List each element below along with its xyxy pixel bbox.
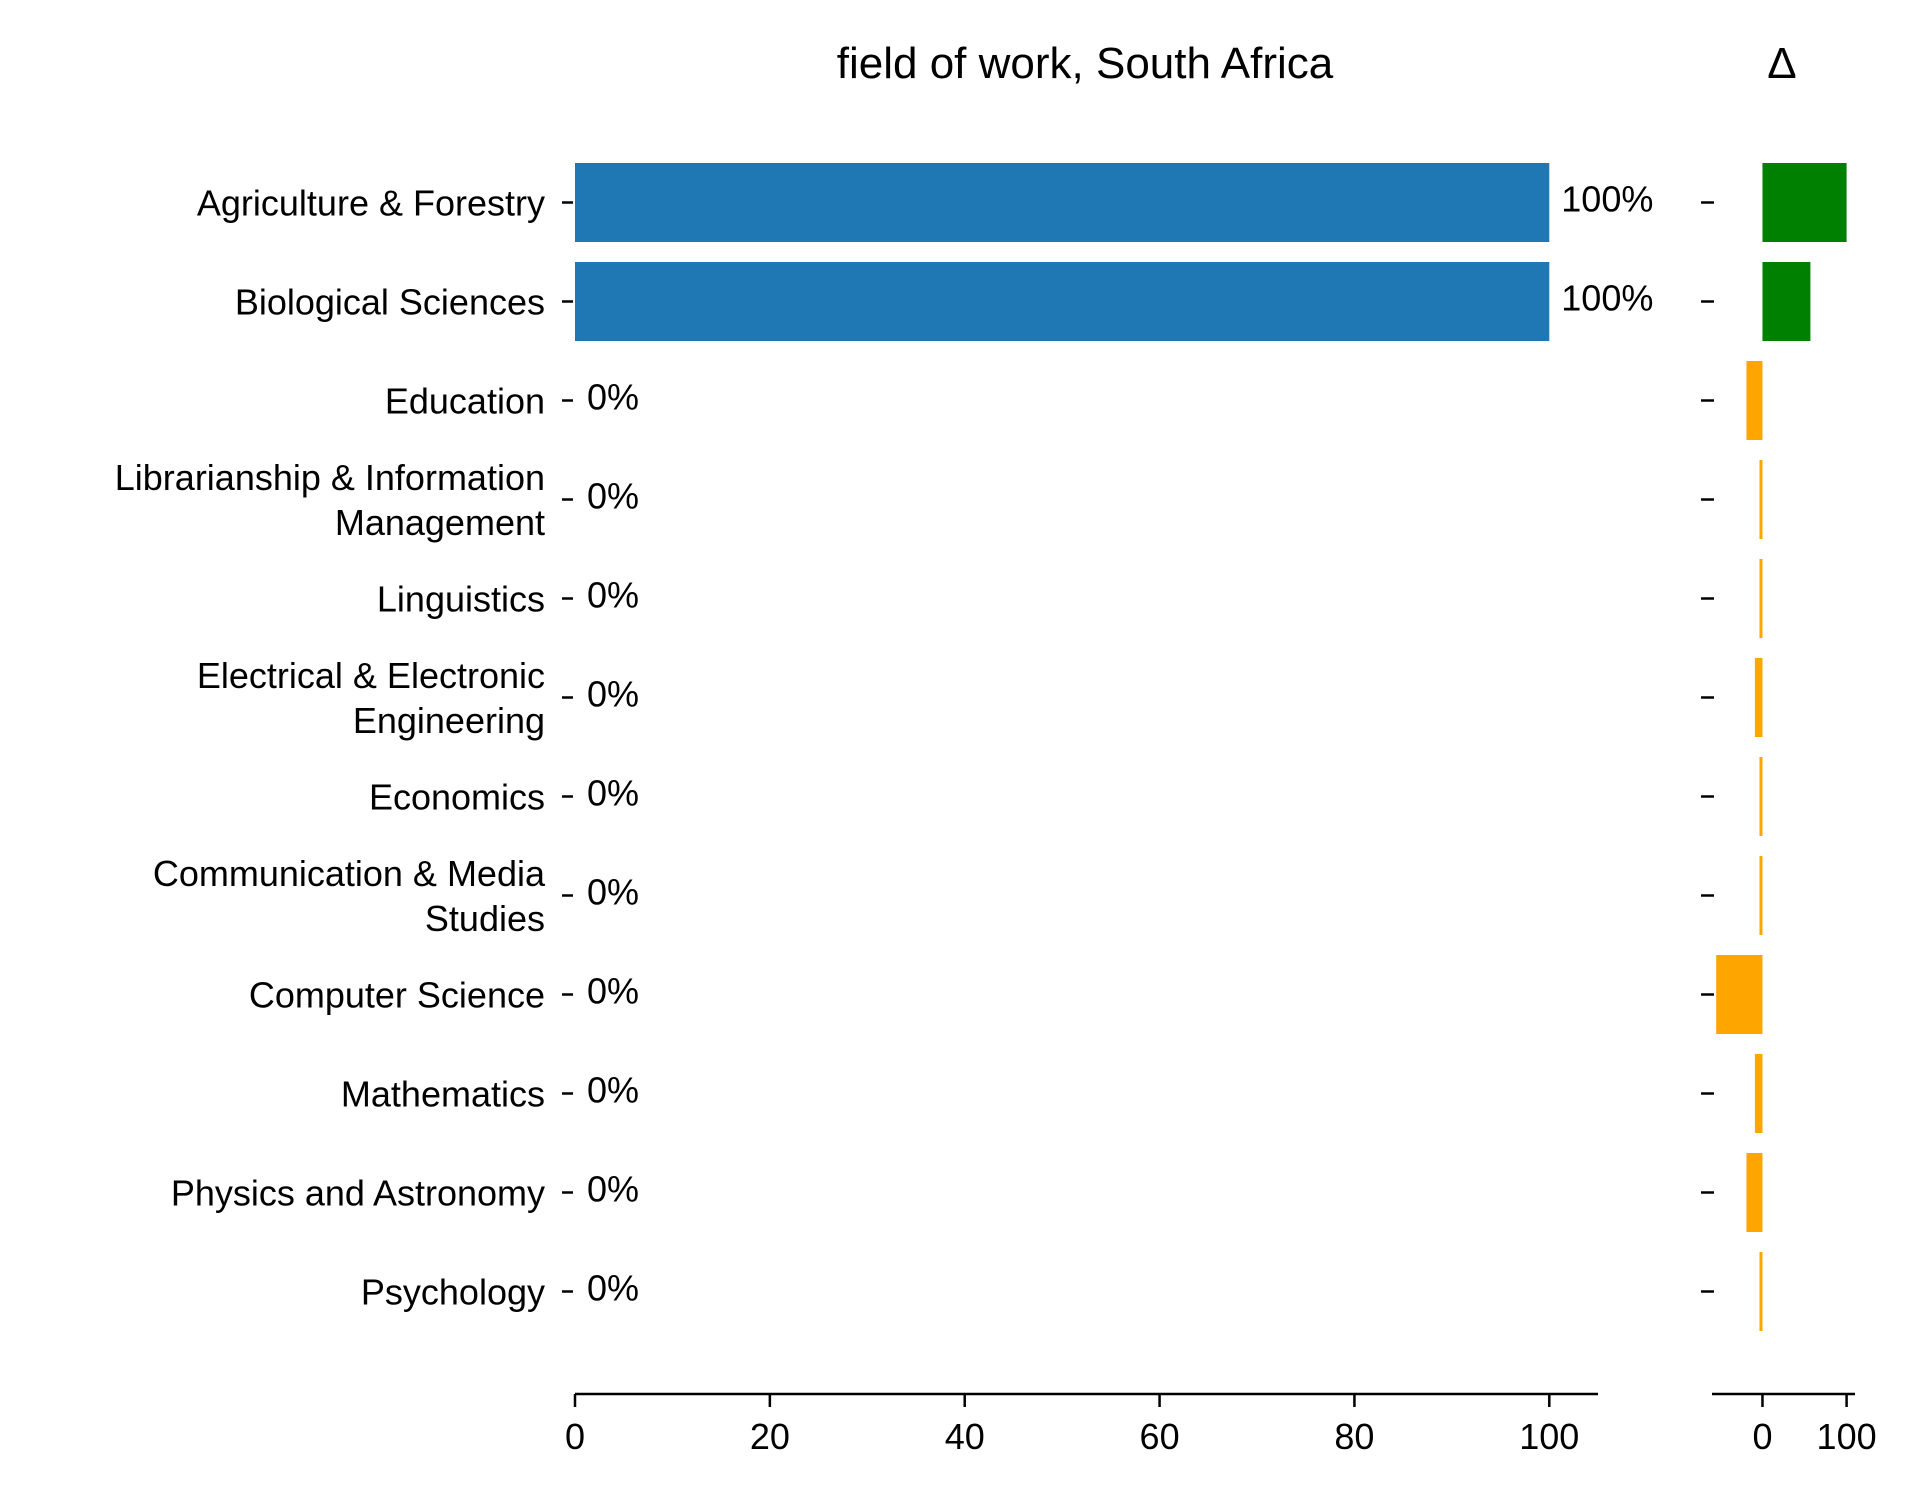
delta-bar (1716, 955, 1763, 1034)
delta-panel-title: Δ (1767, 39, 1796, 88)
delta-bar (1746, 1153, 1763, 1232)
bar-value-label: 0% (587, 971, 639, 1012)
y-tick-label: Studies (425, 898, 545, 939)
bar (575, 163, 1550, 242)
x-tick-label: 0 (565, 1416, 585, 1457)
y-tick-label: Physics and Astronomy (171, 1173, 545, 1214)
delta-bar (1759, 856, 1763, 935)
bar-value-label: 0% (587, 872, 639, 913)
bar-value-label: 0% (587, 1070, 639, 1111)
delta-bar (1754, 658, 1763, 737)
bar-value-label: 0% (587, 476, 639, 517)
bar-value-label: 100% (1561, 278, 1653, 319)
y-tick-label: Mathematics (341, 1074, 545, 1115)
x-tick-label: 20 (750, 1416, 790, 1457)
delta-bar (1759, 460, 1763, 539)
chart-title: field of work, South Africa (837, 39, 1334, 88)
delta-bar (1762, 262, 1811, 341)
delta-bar (1754, 1054, 1763, 1133)
delta-bar (1762, 163, 1847, 242)
delta-bar (1759, 1252, 1763, 1331)
bar-value-label: 0% (587, 1169, 639, 1210)
delta-x-tick-label: 0 (1752, 1416, 1772, 1457)
delta-bar (1759, 757, 1763, 836)
y-tick-label: Agriculture & Forestry (197, 183, 545, 224)
y-tick-label: Linguistics (377, 579, 545, 620)
y-tick-label: Electrical & Electronic (197, 655, 545, 696)
y-tick-label: Computer Science (249, 975, 545, 1016)
y-tick-label: Management (335, 502, 545, 543)
y-tick-label: Economics (369, 777, 545, 818)
delta-bar-panel: 0 100 (1701, 163, 1877, 1457)
bar-value-label: 0% (587, 575, 639, 616)
delta-bar (1759, 559, 1763, 638)
x-tick-label: 80 (1334, 1416, 1374, 1457)
y-tick-label: Engineering (353, 700, 545, 741)
bar-value-label: 100% (1561, 179, 1653, 220)
delta-bar (1746, 361, 1763, 440)
bar-value-label: 0% (587, 674, 639, 715)
bar-value-label: 0% (587, 1268, 639, 1309)
y-tick-label: Communication & Media (153, 853, 546, 894)
x-tick-label: 60 (1140, 1416, 1180, 1457)
y-tick-label: Education (385, 381, 545, 422)
delta-x-tick-label: 100 (1817, 1416, 1877, 1457)
x-tick-label: 40 (945, 1416, 985, 1457)
y-tick-label: Librarianship & Information (115, 457, 545, 498)
main-bar-panel: 100% Agriculture & Forestry 100% Biological… (115, 163, 1653, 1457)
y-tick-label: Psychology (361, 1272, 545, 1313)
bar-value-label: 0% (587, 377, 639, 418)
bar (575, 262, 1550, 341)
x-tick-label: 100 (1519, 1416, 1579, 1457)
y-tick-label: Biological Sciences (235, 282, 545, 323)
bar-value-label: 0% (587, 773, 639, 814)
